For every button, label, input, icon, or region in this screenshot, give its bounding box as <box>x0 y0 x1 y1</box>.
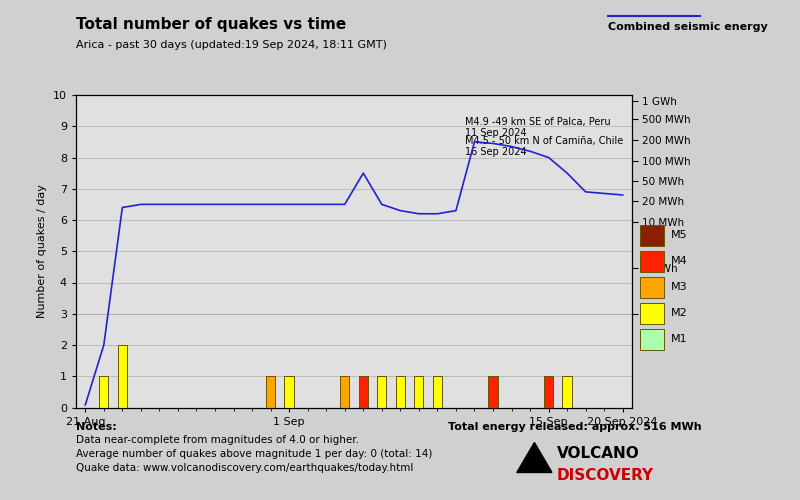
Bar <box>340 376 350 408</box>
Text: M5: M5 <box>670 230 687 240</box>
Text: Data near-complete from magnitudes of 4.0 or higher.
Average number of quakes ab: Data near-complete from magnitudes of 4.… <box>76 435 432 473</box>
Bar <box>99 376 109 408</box>
Text: Notes:: Notes: <box>76 422 117 432</box>
Text: M4: M4 <box>670 256 687 266</box>
Bar <box>562 376 572 408</box>
Bar <box>377 376 386 408</box>
Text: M4.9 -49 km SE of Palca, Peru
11 Sep 2024: M4.9 -49 km SE of Palca, Peru 11 Sep 202… <box>465 117 611 138</box>
Bar <box>433 376 442 408</box>
Bar <box>488 376 498 408</box>
Bar <box>285 376 294 408</box>
Bar <box>118 345 127 408</box>
Text: Combined seismic energy: Combined seismic energy <box>608 22 768 32</box>
Text: M2: M2 <box>670 308 687 318</box>
Text: Total energy released: approx. 516 MWh: Total energy released: approx. 516 MWh <box>448 422 702 432</box>
Text: M1: M1 <box>670 334 687 344</box>
Bar <box>414 376 423 408</box>
Text: Arica - past 30 days (updated:19 Sep 2024, 18:11 GMT): Arica - past 30 days (updated:19 Sep 202… <box>76 40 387 50</box>
Bar <box>266 376 275 408</box>
Bar <box>544 376 554 408</box>
Bar <box>358 376 368 408</box>
Text: M3: M3 <box>670 282 687 292</box>
Text: DISCOVERY: DISCOVERY <box>557 468 654 482</box>
Bar <box>396 376 405 408</box>
Text: M4.5 - 50 km N of Camiña, Chile
16 Sep 2024: M4.5 - 50 km N of Camiña, Chile 16 Sep 2… <box>465 136 623 157</box>
Y-axis label: Number of quakes / day: Number of quakes / day <box>38 184 47 318</box>
Text: VOLCANO: VOLCANO <box>557 446 639 462</box>
Text: Total number of quakes vs time: Total number of quakes vs time <box>76 18 346 32</box>
